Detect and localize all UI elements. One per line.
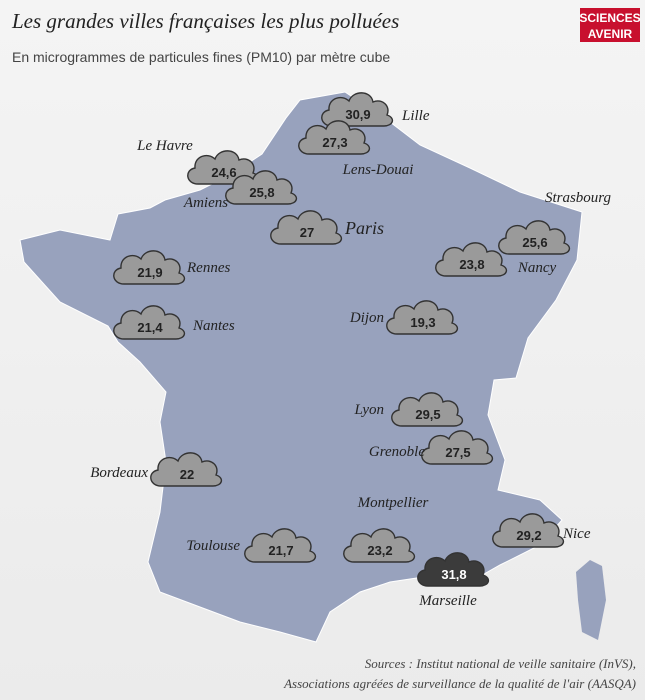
city-name: Nice <box>562 526 591 542</box>
city-value: 22 <box>180 467 194 482</box>
source-line: Associations agréées de surveillance de … <box>283 676 636 691</box>
city-name: Bordeaux <box>90 465 148 481</box>
city-value: 25,6 <box>522 235 547 250</box>
city-name: Grenoble <box>369 444 425 460</box>
city-value: 31,8 <box>441 567 466 582</box>
city-name: Nantes <box>192 318 235 334</box>
cities: 30,9 Lille 27,3 Lens-Douai 24,6 Le Havre 25,8 A… <box>90 92 612 609</box>
city-value: 23,8 <box>459 257 484 272</box>
city-value: 27 <box>300 225 314 240</box>
city-name: Nancy <box>517 260 557 276</box>
subtitle: En microgrammes de particules fines (PM1… <box>12 49 390 65</box>
city-name: Rennes <box>186 260 230 276</box>
city-name: Paris <box>344 218 384 238</box>
france-map <box>19 91 583 643</box>
logo-bottom: AVENIR <box>588 27 633 41</box>
city-value: 27,5 <box>445 445 470 460</box>
city-name: Marseille <box>418 593 477 609</box>
city-value: 21,4 <box>137 320 163 335</box>
city-name: Lens-Douai <box>342 162 414 178</box>
city-value: 25,8 <box>249 185 274 200</box>
city-value: 21,9 <box>137 265 162 280</box>
city-name: Toulouse <box>186 538 240 554</box>
source-line: Sources : Institut national de veille sa… <box>365 656 636 671</box>
city-value: 19,3 <box>410 315 435 330</box>
city-name: Montpellier <box>357 495 429 511</box>
logo <box>580 8 640 42</box>
city-value: 23,2 <box>367 543 392 558</box>
city-value: 27,3 <box>322 135 347 150</box>
corsica <box>576 560 606 640</box>
city-name: Le Havre <box>136 138 193 154</box>
title: Les grandes villes françaises les plus p… <box>11 9 399 33</box>
city-value: 24,6 <box>211 165 236 180</box>
city-value: 30,9 <box>345 107 370 122</box>
city-name: Amiens <box>183 195 228 211</box>
city-value: 29,5 <box>415 407 440 422</box>
city-name: Lyon <box>353 402 384 418</box>
city-name: Strasbourg <box>545 190 612 206</box>
city-name: Lille <box>401 108 430 124</box>
city-name: Dijon <box>349 310 384 326</box>
city-value: 21,7 <box>268 543 293 558</box>
logo-top: SCIENCES <box>579 11 640 25</box>
city-value: 29,2 <box>516 528 541 543</box>
